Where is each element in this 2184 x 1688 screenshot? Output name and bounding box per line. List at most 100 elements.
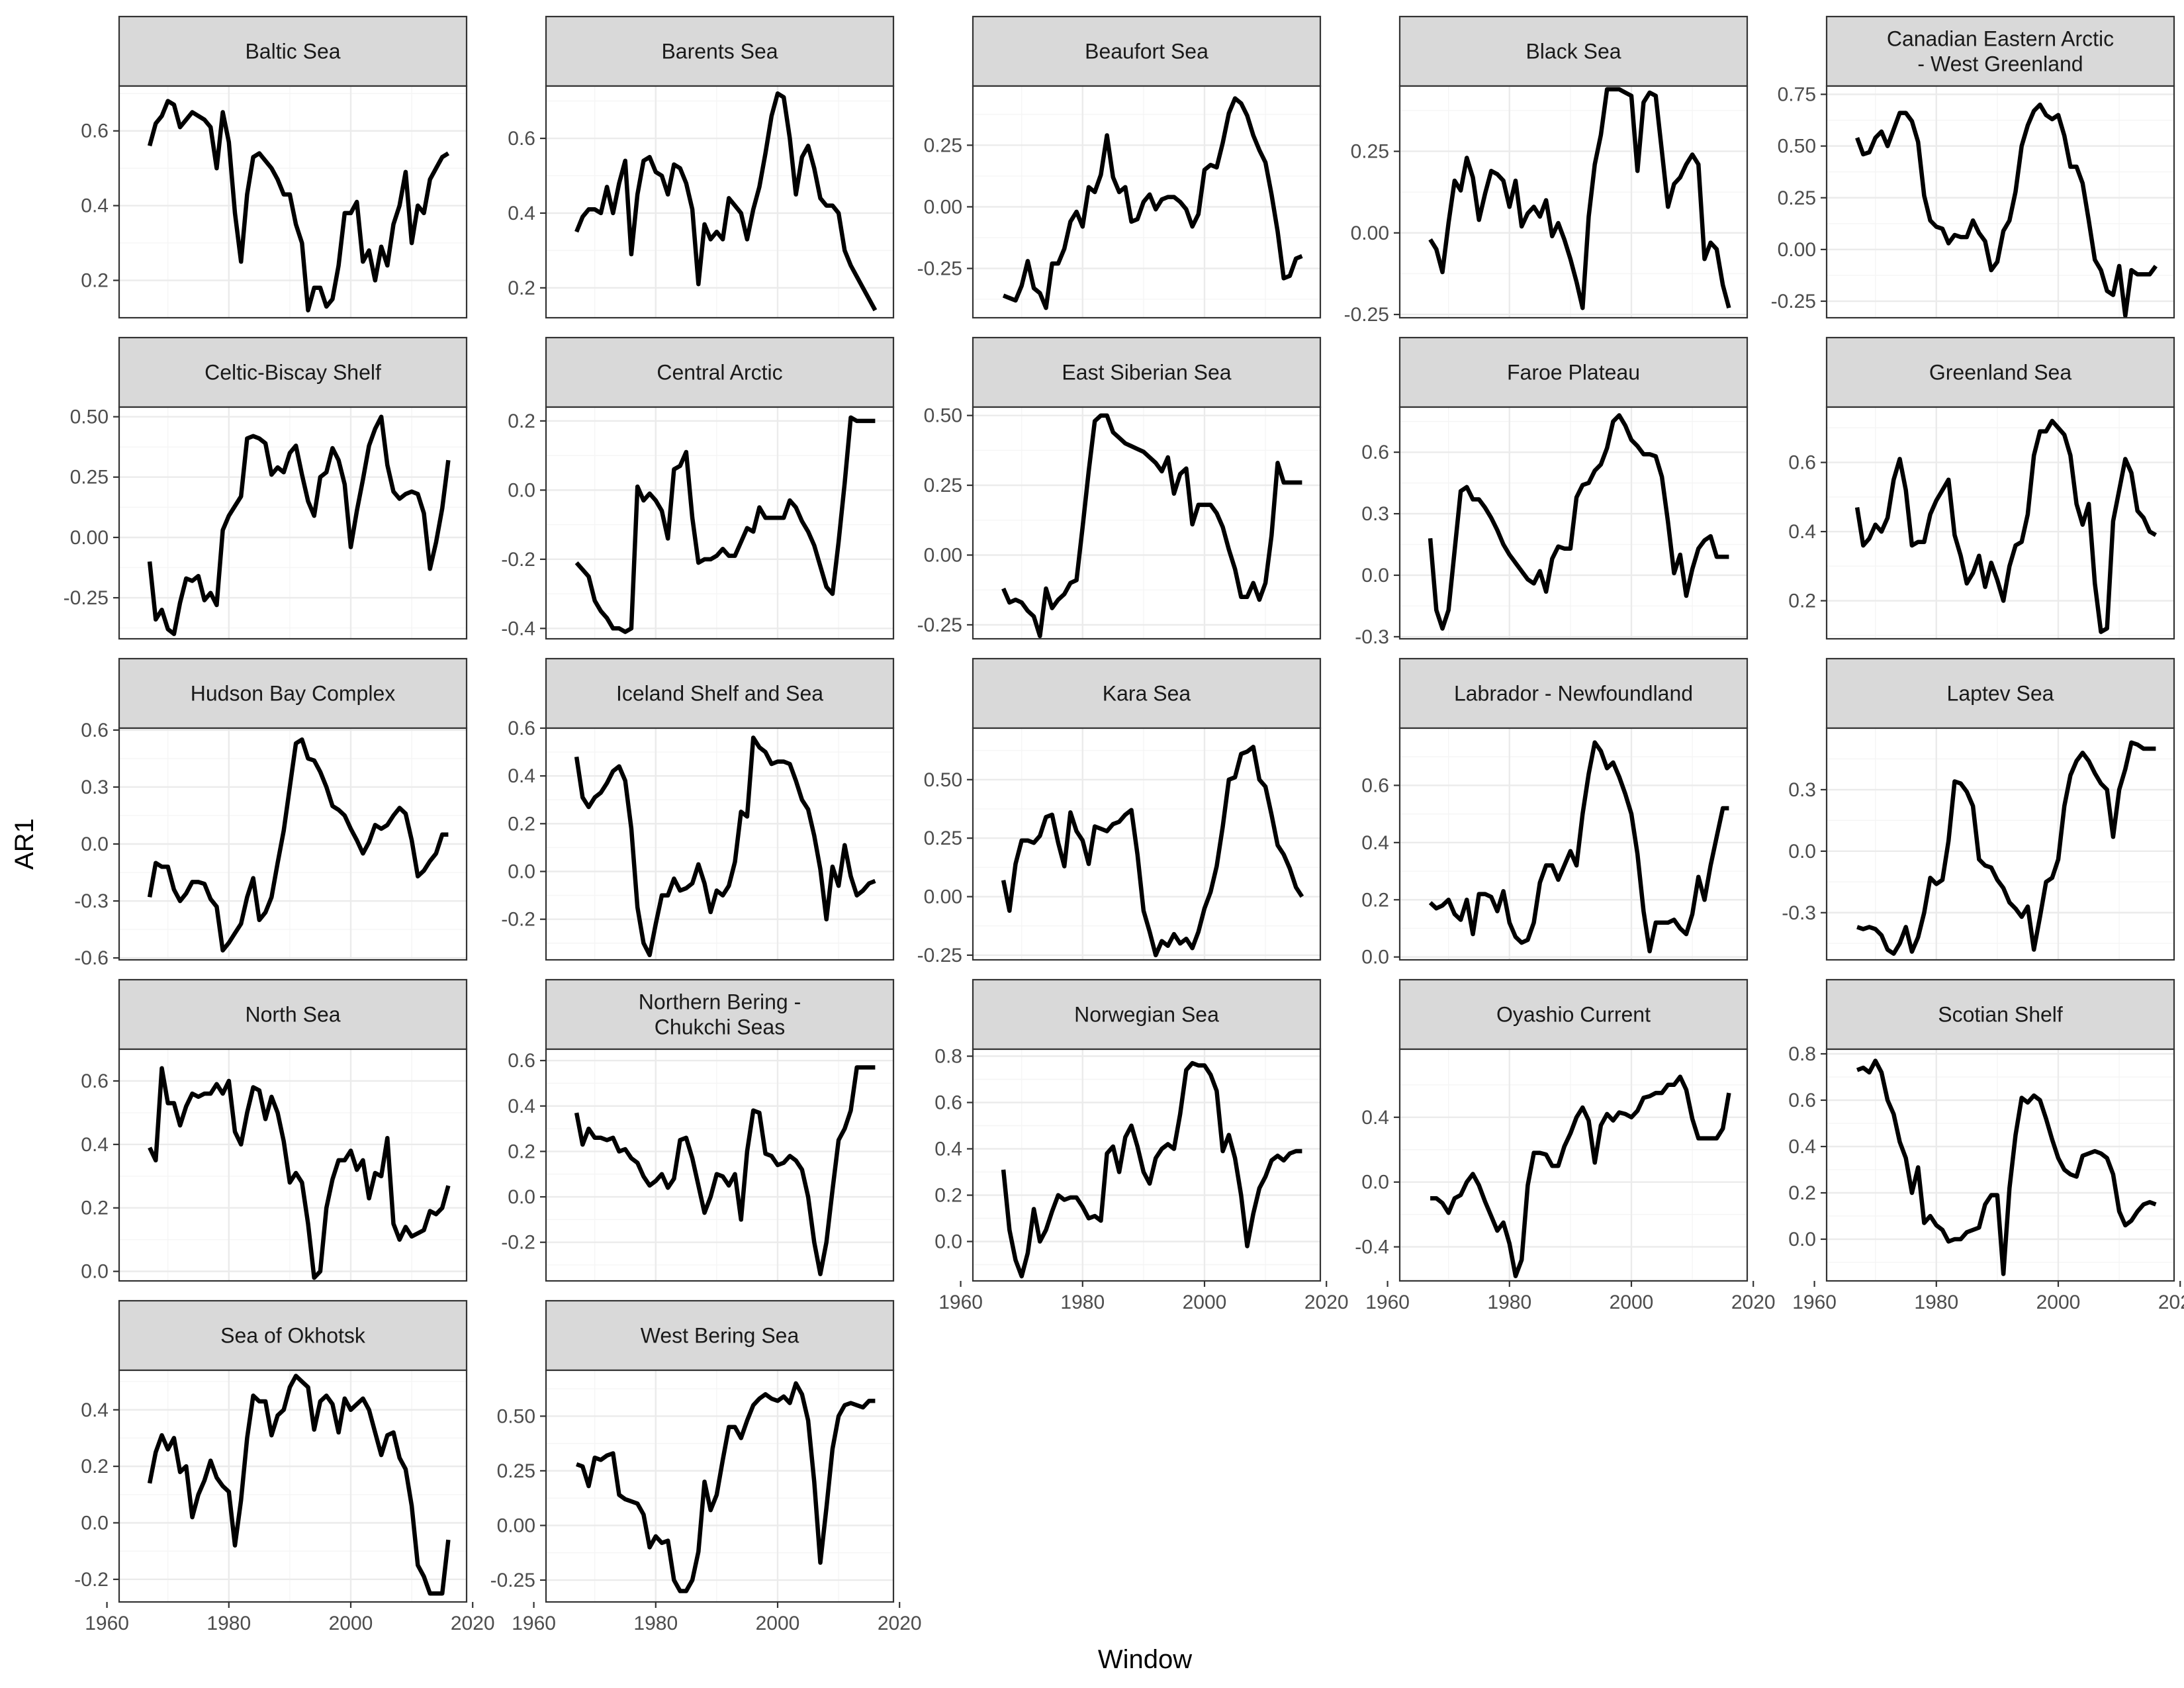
panel-background	[119, 1049, 467, 1281]
y-tick-label: 0.25	[70, 467, 109, 489]
strip-greenland-sea	[1825, 336, 2175, 408]
y-tick-label: -0.25	[917, 614, 962, 636]
panel-east-siberian-sea: East Siberian Sea -0.25 0.00 0.25 0.50	[917, 336, 1322, 640]
panel-background	[973, 86, 1320, 318]
strip-label-scotian-shelf: Scotian Shelf	[1938, 1003, 2063, 1027]
strip-label-laptev-sea: Laptev Sea	[1947, 682, 2054, 706]
panel-border	[1398, 406, 1749, 640]
gridlines	[119, 86, 467, 318]
y-tick-label: 0.4	[508, 203, 535, 224]
y-tick-label: 0.3	[1788, 779, 1816, 801]
series-line-canadian-eastern-arctic-west-greenland	[1855, 102, 2158, 318]
y-tick-label: -0.2	[501, 549, 535, 571]
y-tick-label: 0.4	[508, 1096, 535, 1117]
y-tick-label: 0.25	[924, 827, 962, 849]
strip-label-celtic-biscay-shelf: Celtic-Biscay Shelf	[205, 361, 381, 385]
x-tick-label: 2020	[1304, 1291, 1349, 1313]
y-tick-label: 0.0	[1361, 565, 1389, 586]
strip-baltic-sea	[118, 15, 468, 87]
strip-hudson-bay-complex	[118, 657, 468, 729]
panel-border	[1825, 85, 2175, 319]
panel-border	[118, 406, 468, 640]
y-tick-label: 0.00	[924, 544, 962, 566]
panel-beaufort-sea: Beaufort Sea -0.25 0.00 0.25	[917, 15, 1322, 319]
gridlines	[1400, 728, 1747, 960]
series-line-oyashio-current	[1430, 1074, 1731, 1278]
y-tick-label: 0.0	[508, 479, 535, 501]
panel-background	[546, 86, 893, 318]
panel-scotian-shelf: Scotian Shelf 0.0 0.2 0.4 0.6 0.8 1960 1980 2000…	[1788, 978, 2184, 1313]
strip-label-iceland-shelf-and-sea: Iceland Shelf and Sea	[616, 682, 823, 706]
gridlines	[546, 1049, 893, 1281]
y-tick-label: 0.2	[81, 1456, 109, 1477]
panel-northern-bering-chukchi-seas: Northern Bering -Chukchi Seas -0.2 0.0 0.2 0…	[501, 978, 895, 1282]
y-tick-label: 0.50	[924, 405, 962, 427]
series-line-kara-sea	[1001, 745, 1304, 958]
strip-central-arctic	[545, 336, 895, 408]
gridlines	[1400, 1049, 1747, 1281]
y-axis-title: AR1	[10, 818, 39, 870]
series-line-norwegian-sea	[1001, 1060, 1302, 1279]
x-tick-label: 1980	[1487, 1291, 1531, 1313]
strip-label-sea-of-okhotsk: Sea of Okhotsk	[220, 1324, 366, 1348]
series-line-central-arctic	[574, 415, 876, 634]
strip-label-norwegian-sea: Norwegian Sea	[1074, 1003, 1219, 1027]
series-line-beaufort-sea	[1002, 96, 1303, 310]
strip-label-faroe-plateau: Faroe Plateau	[1507, 361, 1640, 385]
strip-oyashio-current	[1398, 978, 1749, 1051]
panel-border	[118, 85, 468, 319]
panel-border	[1825, 406, 2175, 640]
panel-barents-sea: Barents Sea 0.2 0.4 0.6	[508, 15, 895, 319]
gridlines	[1827, 86, 2174, 318]
panel-border	[545, 85, 895, 319]
x-tick-label: 1960	[1792, 1291, 1837, 1313]
y-tick-label: 0.25	[1351, 141, 1389, 163]
panel-central-arctic: Central Arctic -0.4 -0.2 0.0 0.2	[501, 336, 895, 639]
y-tick-label: 0.6	[934, 1092, 962, 1114]
y-tick-label: 0.2	[934, 1185, 962, 1207]
panel-border	[545, 727, 895, 961]
gridlines	[119, 728, 467, 960]
y-tick-label: -0.25	[917, 945, 962, 966]
panel-background	[1400, 1049, 1747, 1281]
y-tick-label: 0.2	[1788, 590, 1816, 612]
x-axis-title: Window	[1098, 1645, 1192, 1674]
y-tick-label: 0.00	[1778, 239, 1816, 261]
y-tick-label: -0.25	[1771, 291, 1816, 312]
y-tick-label: 0.4	[81, 1399, 109, 1421]
panel-north-sea: North Sea 0.0 0.2 0.4 0.6	[81, 978, 468, 1283]
y-tick-label: 0.4	[81, 1134, 109, 1156]
x-tick-label: 1980	[1060, 1291, 1105, 1313]
strip-label-beaufort-sea: Beaufort Sea	[1085, 40, 1208, 64]
panel-border	[972, 1048, 1322, 1282]
panel-sea-of-okhotsk: Sea of Okhotsk -0.2 0.0 0.2 0.4 1960 1980 2000 2…	[74, 1299, 495, 1634]
panel-border	[972, 85, 1322, 319]
panel-canadian-eastern-arctic-west-greenland: Canadian Eastern Arctic - West Greenland -…	[1771, 15, 2175, 319]
panel-west-bering-sea: West Bering Sea -0.25 0.00 0.25 0.50 1960 1980…	[490, 1299, 922, 1634]
strip-canadian-eastern-arctic-west-greenland	[1825, 15, 2175, 87]
y-tick-label: 0.0	[508, 861, 535, 882]
strip-label-east-siberian-sea: East Siberian Sea	[1062, 361, 1231, 385]
panel-norwegian-sea: Norwegian Sea 0.0 0.2 0.4 0.6 0.8 1960 1980 2000…	[934, 978, 1349, 1313]
x-tick-label: 2020	[451, 1613, 495, 1634]
panel-celtic-biscay-shelf: Celtic-Biscay Shelf -0.25 0.00 0.25 0.50	[64, 336, 468, 640]
strip-label-west-bering-sea: West Bering Sea	[641, 1324, 799, 1348]
panel-border	[545, 1048, 895, 1282]
y-tick-label: -0.3	[1782, 902, 1816, 924]
strip-label-northern-bering-chukchi-seas: Northern Bering -Chukchi Seas	[639, 990, 801, 1039]
y-tick-label: 0.8	[934, 1046, 962, 1068]
series-line-north-sea	[148, 1066, 451, 1280]
x-tick-label: 1980	[633, 1613, 678, 1634]
panel-border	[1398, 85, 1749, 319]
y-tick-label: 0.25	[924, 134, 962, 156]
strip-west-bering-sea	[545, 1299, 895, 1372]
y-tick-label: 0.6	[508, 718, 535, 739]
y-tick-label: 0.2	[508, 277, 535, 299]
y-tick-label: 0.25	[1778, 187, 1816, 209]
panel-border	[972, 406, 1322, 640]
x-tick-label: 2000	[2036, 1291, 2081, 1313]
y-tick-label: 0.75	[1778, 84, 1816, 106]
y-tick-label: 0.6	[508, 1050, 535, 1072]
panel-background	[1400, 86, 1747, 318]
y-tick-label: 0.00	[924, 196, 962, 218]
